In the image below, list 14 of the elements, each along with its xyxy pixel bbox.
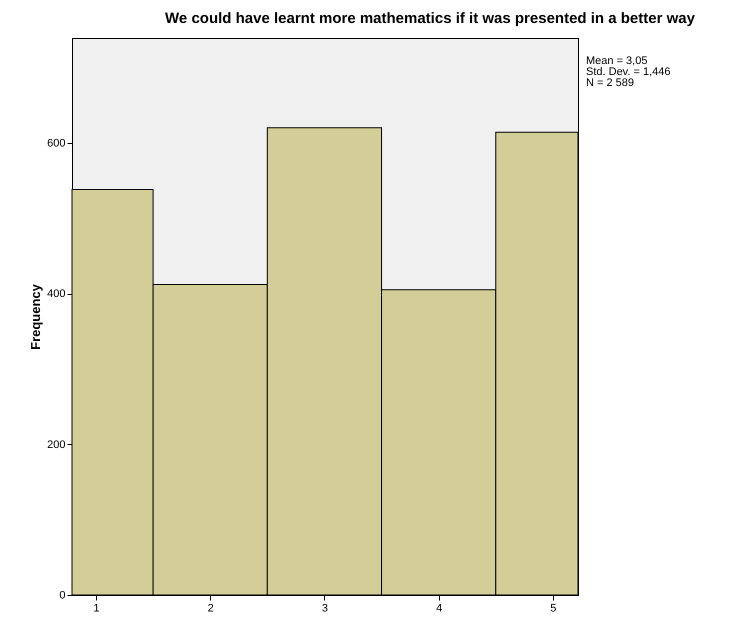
x-tick-label: 1 [93, 602, 100, 614]
y-tick-label: 200 [47, 438, 66, 451]
x-tick-label: 4 [436, 602, 442, 614]
y-tick-label: 400 [47, 288, 66, 300]
y-tick-label: 600 [47, 137, 66, 150]
chart-title: We could have learnt more mathematics if it was presented in a better way [165, 10, 696, 27]
x-tick-label: 3 [322, 602, 328, 614]
x-tick-label: 5 [550, 602, 556, 614]
text: N = 2 589 [586, 77, 634, 89]
x-tick-label: 2 [208, 602, 214, 614]
text: Std. Dev. = 1,446 [586, 66, 670, 78]
y-axis-title: Frequency [28, 283, 44, 350]
y-tick-label: 0 [59, 590, 66, 602]
text: Mean = 3,05 [586, 55, 648, 67]
